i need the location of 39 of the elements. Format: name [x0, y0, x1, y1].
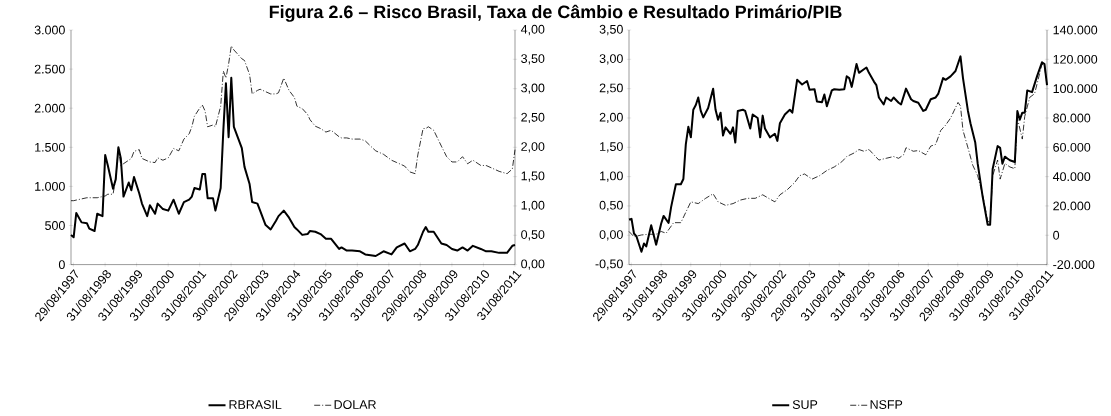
y-tick-label: 3,00 [599, 54, 623, 65]
y-tick-label: 1.000 [35, 182, 65, 191]
y2-tick-label: 0,00 [521, 259, 545, 270]
y2-tick-label: 20.000 [1053, 201, 1091, 211]
y2-tick-label: 140.000 [1053, 25, 1098, 35]
y-tick-label: 1,50 [600, 142, 623, 153]
y-tick-label: 0,50 [599, 200, 623, 212]
y-tick-label: 2,50 [599, 83, 623, 94]
legend-label: NSFP [870, 400, 903, 409]
y2-tick-label: 0,50 [521, 230, 545, 241]
y-tick-label: 1.500 [35, 142, 65, 152]
y-tick-label: 1,00 [600, 171, 623, 182]
legend-label: RBRASIL [229, 400, 282, 409]
text: Figura 2.6 – Risco Brasil, Taxa de Câmbio e Resultado Primário/PIB [269, 4, 842, 22]
y2-tick-label: 3,50 [521, 54, 545, 65]
y2-tick-label: 3,00 [521, 83, 545, 94]
y-tick-label: -0,50 [595, 259, 623, 270]
y-tick-label: 2,00 [599, 112, 623, 124]
y-tick-label: 0 [58, 260, 65, 270]
y2-tick-label: 1,00 [521, 200, 545, 212]
y2-tick-label: -20.000 [1053, 260, 1095, 270]
y2-tick-label: 2,00 [521, 142, 545, 153]
y-tick-label: 3.000 [34, 25, 65, 35]
y2-tick-label: 2,50 [521, 112, 545, 124]
legend-label: SUP [792, 400, 818, 409]
y2-tick-label: 0 [1053, 230, 1060, 240]
y2-tick-label: 4,00 [520, 24, 545, 36]
y2-tick-label: 1,50 [521, 171, 545, 182]
y2-tick-label: 60.000 [1053, 142, 1091, 152]
y2-tick-label: 40.000 [1052, 172, 1091, 182]
y-tick-label: 2.000 [34, 103, 65, 113]
y-tick-label: 0,00 [599, 230, 623, 241]
y2-tick-label: 100.000 [1053, 84, 1098, 94]
legend-label: DOLAR [334, 400, 376, 409]
y2-tick-label: 120.000 [1053, 54, 1098, 64]
y2-tick-label: 80.000 [1053, 113, 1091, 123]
y-tick-label: 2.500 [34, 64, 65, 74]
y-tick-label: 500 [45, 221, 65, 230]
y-tick-label: 3,50 [599, 24, 623, 36]
